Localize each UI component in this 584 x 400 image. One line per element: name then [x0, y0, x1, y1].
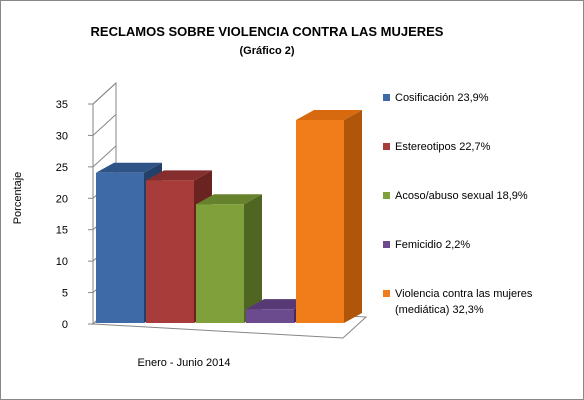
bar-side	[344, 109, 362, 323]
legend-label: (mediática) 32,3%	[395, 304, 484, 316]
y-tick-label: 25	[56, 162, 68, 174]
legend: Cosificación 23,9% Estereotipos 22,7% Acos…	[383, 92, 533, 316]
bar-5	[296, 109, 362, 323]
legend-swatch	[383, 192, 390, 199]
bar-front	[246, 309, 294, 323]
plot-area: 0 5 10 15 20 25 30 35	[56, 81, 368, 339]
y-tick-label: 15	[56, 225, 68, 237]
bar-front	[96, 172, 144, 323]
y-tick-label: 20	[56, 193, 68, 205]
bar-top	[196, 194, 262, 205]
legend-item: Femicidio 2,2%	[383, 239, 470, 251]
y-tick-wall-line	[92, 145, 117, 168]
bar-front	[146, 180, 194, 323]
chart-subtitle: (Gráfico 2)	[239, 45, 294, 57]
legend-swatch	[383, 290, 390, 297]
legend-swatch	[383, 241, 390, 248]
legend-label: Acoso/abuso sexual 18,9%	[395, 190, 528, 202]
bar-3	[196, 194, 262, 323]
bar-top	[296, 109, 362, 120]
legend-label: Estereotipos 22,7%	[395, 141, 491, 153]
y-tick-label: 30	[56, 130, 68, 142]
bar-side	[244, 194, 262, 323]
legend-item: Violencia contra las mujeres (mediática) …	[383, 288, 533, 316]
bar-top	[96, 162, 162, 173]
y-axis-label: Porcentaje	[12, 172, 24, 225]
bar-top	[246, 299, 312, 310]
y-tick-label: 10	[56, 256, 68, 268]
legend-label: Violencia contra las mujeres	[395, 288, 533, 300]
legend-item: Acoso/abuso sexual 18,9%	[383, 190, 528, 202]
y-tick-label: 5	[62, 288, 68, 300]
legend-label: Cosificación 23,9%	[395, 92, 489, 104]
legend-swatch	[383, 94, 390, 101]
bar-front	[296, 119, 344, 323]
y-tick-label: 35	[56, 99, 68, 111]
x-category-label: Enero - Junio 2014	[138, 357, 231, 369]
bar-front	[196, 204, 244, 323]
chart-title: RECLAMOS SOBRE VIOLENCIA CONTRA LAS MUJE…	[91, 24, 444, 39]
legend-item: Estereotipos 22,7%	[383, 141, 491, 153]
y-tick-label: 0	[62, 319, 68, 331]
legend-item: Cosificación 23,9%	[383, 92, 489, 104]
legend-label: Femicidio 2,2%	[395, 239, 470, 251]
y-tick-wall-line	[92, 114, 117, 136]
y-tick-wall-line	[92, 82, 117, 105]
legend-swatch	[383, 143, 390, 150]
bar-top	[146, 170, 212, 181]
